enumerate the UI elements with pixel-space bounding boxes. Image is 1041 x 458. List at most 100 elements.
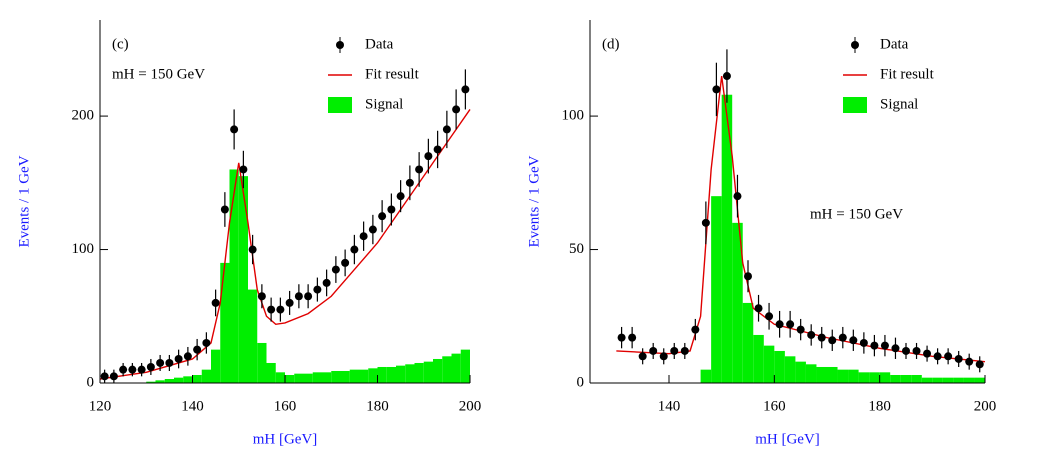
- data-point: [331, 265, 340, 274]
- data-point: [396, 192, 405, 201]
- data-point: [193, 345, 202, 354]
- signal-bar: [331, 370, 341, 383]
- data-point: [350, 245, 359, 254]
- signal-bar: [890, 374, 901, 383]
- data-point: [902, 346, 910, 355]
- data-point: [433, 145, 442, 154]
- signal-bar: [711, 196, 722, 383]
- signal-bar: [211, 349, 221, 383]
- signal-bar: [774, 350, 785, 383]
- y-tick-label: 100: [562, 108, 585, 124]
- data-point: [954, 354, 963, 363]
- data-point: [452, 105, 461, 114]
- x-tick-label: 200: [459, 398, 482, 414]
- signal-bar: [285, 374, 295, 383]
- data-point: [267, 305, 276, 314]
- fit-line: [99, 109, 471, 380]
- data-point: [424, 152, 433, 161]
- signal-bar: [275, 372, 285, 383]
- data-point: [341, 258, 350, 267]
- data-point: [754, 304, 763, 313]
- data-point: [405, 178, 414, 187]
- signal-bar: [460, 349, 470, 383]
- signal-bar: [932, 377, 943, 383]
- data-point: [670, 346, 679, 355]
- signal-bar: [974, 377, 985, 383]
- signal-bar: [753, 334, 764, 383]
- legend-label: Data: [880, 36, 909, 52]
- x-axis-label: mH [GeV]: [755, 431, 820, 447]
- data-point: [628, 333, 637, 342]
- y-tick-label: 0: [577, 374, 585, 390]
- legend-marker: [336, 41, 344, 49]
- signal-bar: [921, 377, 933, 383]
- signal-bar: [451, 353, 461, 383]
- signal-bar: [349, 369, 359, 383]
- signal-bar: [858, 372, 870, 383]
- signal-bar: [294, 373, 304, 383]
- legend-label: Signal: [880, 96, 918, 112]
- signal-bar: [303, 373, 313, 383]
- signal-bar: [805, 364, 817, 383]
- data-point: [285, 298, 294, 307]
- data-point: [933, 352, 942, 361]
- signal-bar: [192, 374, 202, 383]
- signal-bar: [900, 374, 912, 383]
- signal-bar: [340, 370, 350, 383]
- data-point: [849, 336, 858, 345]
- data-point: [322, 278, 331, 287]
- signal-bar: [368, 368, 378, 383]
- signal-bar: [377, 366, 387, 383]
- data-point: [313, 285, 322, 294]
- data-point: [712, 85, 721, 94]
- data-point: [923, 349, 932, 358]
- signal-bar: [220, 262, 230, 383]
- y-tick-label: 0: [87, 374, 95, 390]
- x-tick-label: 140: [658, 398, 681, 414]
- x-tick-label: 160: [274, 398, 297, 414]
- legend-label: Signal: [365, 96, 403, 112]
- signal-bar: [238, 176, 248, 383]
- signal-bar: [784, 356, 796, 383]
- y-tick-label: 50: [569, 241, 584, 257]
- signal-bar: [396, 365, 406, 383]
- x-tick-label: 160: [763, 398, 786, 414]
- annotation: mH = 150 GeV: [810, 206, 903, 222]
- data-point: [248, 245, 257, 254]
- data-point: [775, 320, 784, 329]
- data-point: [119, 365, 128, 374]
- signal-bar: [848, 369, 859, 383]
- y-tick-label: 100: [72, 241, 95, 257]
- signal-bar: [266, 362, 276, 383]
- signal-bar: [911, 374, 922, 383]
- signal-bar: [869, 372, 880, 383]
- x-tick-label: 140: [181, 398, 204, 414]
- data-point: [304, 292, 313, 301]
- signal-bar: [442, 356, 452, 383]
- data-point: [659, 352, 668, 361]
- legend-marker: [851, 41, 859, 49]
- data-point: [965, 357, 974, 366]
- legend-label: Fit result: [880, 66, 935, 82]
- signal-bar: [164, 378, 174, 383]
- legend-marker: [843, 97, 867, 113]
- signal-bar: [732, 222, 743, 383]
- data-point: [638, 352, 647, 361]
- data-point: [786, 320, 795, 329]
- data-point: [359, 232, 368, 241]
- data-point: [701, 218, 710, 227]
- signal-bar: [414, 362, 424, 383]
- legend-label: Data: [365, 36, 394, 52]
- data-point: [649, 346, 658, 355]
- x-axis-label: mH [GeV]: [253, 431, 318, 447]
- data-point: [183, 352, 192, 361]
- data-point: [211, 298, 220, 307]
- signal-bar: [229, 169, 239, 383]
- data-point: [912, 346, 921, 355]
- data-point: [442, 125, 451, 134]
- signal-bar: [795, 361, 806, 383]
- data-point: [817, 333, 826, 342]
- data-point: [165, 358, 174, 367]
- data-point: [294, 292, 303, 301]
